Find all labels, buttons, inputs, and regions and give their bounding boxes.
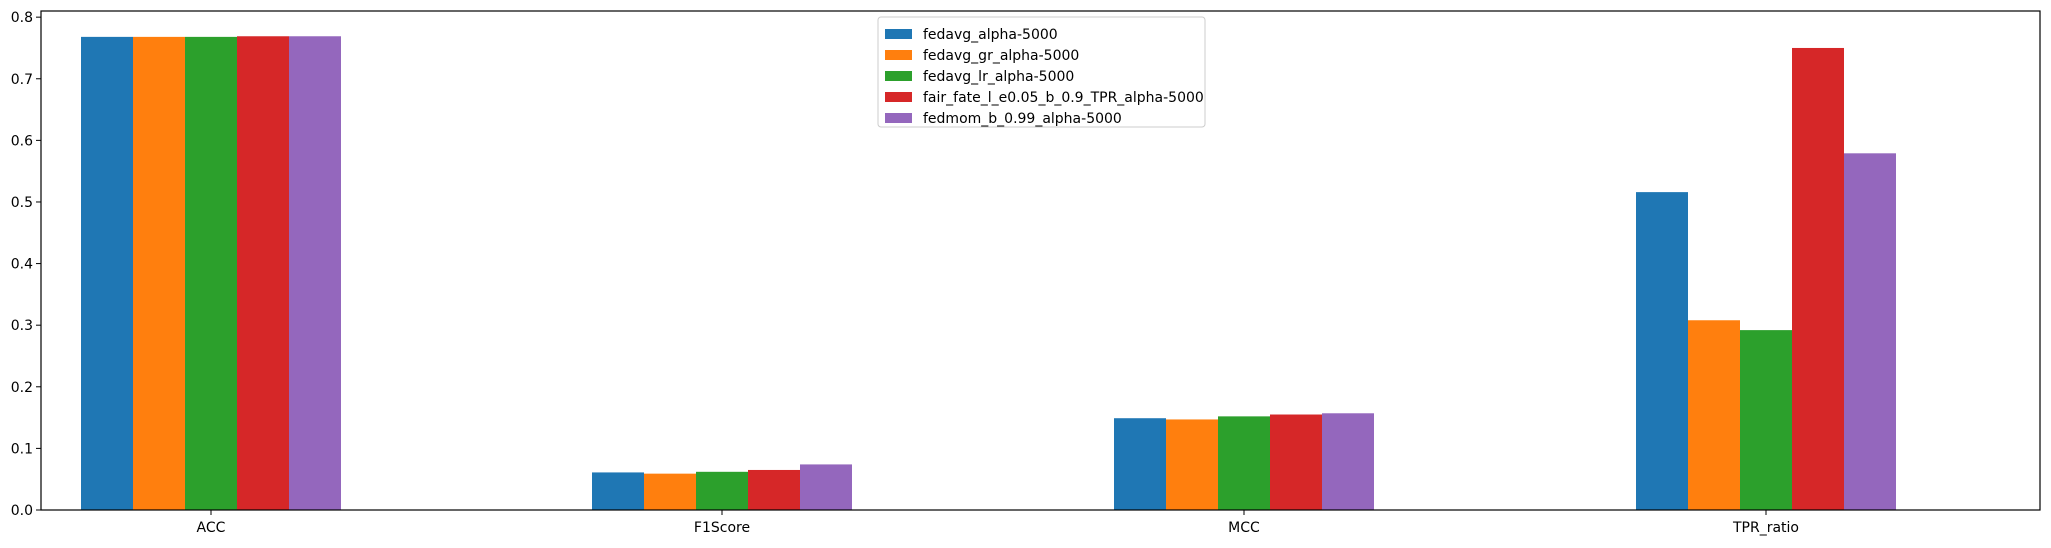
bar-tpr-ratio-series-3 (1792, 47, 1844, 511)
legend-swatch (885, 113, 912, 123)
legend-label: fedavg_alpha-5000 (923, 27, 1058, 43)
y-tick-label: 0.5 (11, 195, 33, 211)
bar-f1score-series-1 (644, 473, 696, 510)
bar-mcc-series-1 (1166, 419, 1218, 510)
bar-mcc-series-3 (1270, 414, 1322, 510)
legend-swatch (885, 50, 912, 60)
legend: fedavg_alpha-5000 fedavg_gr_alpha-5000fed… (877, 16, 1206, 128)
bar-f1score-series-3 (748, 469, 800, 510)
x-tick-label: ACC (197, 520, 226, 536)
legend-swatch (885, 71, 912, 81)
bar-tpr-ratio-series-0 (1636, 192, 1688, 510)
bar-f1score-series-0 (592, 472, 644, 510)
bar-mcc-series-0 (1114, 418, 1166, 510)
x-tick-label: MCC (1228, 520, 1260, 536)
bar-acc-series-0 (81, 36, 133, 510)
x-tick-label: TPR_ratio (1732, 520, 1799, 536)
legend-swatch (885, 92, 912, 102)
bar-acc-series-4 (289, 36, 341, 510)
bar-acc-series-3 (237, 36, 289, 510)
y-tick-label: 0.3 (11, 318, 33, 334)
y-tick-label: 0.8 (11, 10, 33, 26)
bar-mcc-series-4 (1322, 413, 1374, 510)
y-tick-label: 0.0 (11, 503, 33, 519)
bar-acc-series-1 (133, 36, 185, 510)
bar-tpr-ratio-series-1 (1688, 320, 1740, 510)
bar-tpr-ratio-series-2 (1740, 330, 1792, 510)
legend-swatch (885, 29, 912, 39)
plot-frame (40, 10, 2041, 511)
legend-label: fedavg_gr_alpha-5000 (923, 48, 1079, 64)
legend-box (877, 16, 1206, 128)
bar-mcc-series-2 (1218, 416, 1270, 510)
y-tick-label: 0.4 (11, 257, 33, 273)
y-tick-label: 0.7 (11, 72, 33, 88)
bars-layer (81, 36, 1896, 511)
x-axis: ACC F1Score MCC TPR_ratio (197, 510, 1799, 536)
legend-label: fair_fate_l_e0.05_b_0.9_TPR_alpha-5000 (923, 90, 1204, 106)
y-axis: 0.0 0.1 0.2 0.3 0.4 0.5 0.6 0.7 0.8 (11, 10, 41, 519)
x-tick-label: F1Score (694, 520, 750, 536)
legend-label: fedmom_b_0.99_alpha-5000 (923, 111, 1122, 127)
bar-acc-series-2 (185, 36, 237, 510)
y-tick-label: 0.2 (11, 380, 33, 396)
bar-f1score-series-2 (696, 471, 748, 510)
y-tick-label: 0.6 (11, 133, 33, 149)
y-tick-label: 0.1 (11, 441, 33, 457)
bar-tpr-ratio-series-4 (1844, 153, 1896, 510)
bar-f1score-series-4 (800, 464, 852, 510)
legend-label: fedavg_lr_alpha-5000 (923, 69, 1074, 85)
